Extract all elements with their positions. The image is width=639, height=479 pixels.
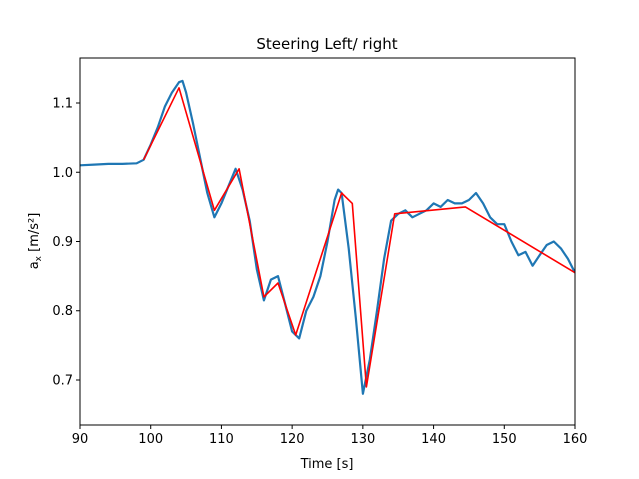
y-axis: 0.7 0.8 0.9 1.0 1.1 bbox=[52, 97, 80, 388]
y-tick-label: 1.0 bbox=[52, 166, 73, 181]
y-axis-label-main: a bbox=[27, 261, 42, 269]
plot-area bbox=[80, 79, 575, 395]
x-axis-label: Time [s] bbox=[300, 457, 354, 472]
y-axis-label-sub: x bbox=[34, 255, 44, 261]
chart-title: Steering Left/ right bbox=[256, 35, 397, 53]
x-tick-label: 150 bbox=[492, 432, 517, 447]
x-tick-label: 100 bbox=[138, 432, 163, 447]
x-tick-label: 110 bbox=[209, 432, 234, 447]
y-axis-label-unit: [m/s²] bbox=[27, 213, 42, 256]
x-tick-label: 120 bbox=[280, 432, 305, 447]
y-tick-label: 0.8 bbox=[52, 304, 73, 319]
x-axis: 90 100 110 120 130 140 150 160 bbox=[72, 425, 588, 447]
x-tick-label: 140 bbox=[421, 432, 446, 447]
y-tick-label: 0.7 bbox=[52, 373, 73, 388]
x-tick-label: 130 bbox=[350, 432, 375, 447]
series-line-1 bbox=[142, 87, 575, 388]
y-tick-label: 1.1 bbox=[52, 97, 73, 112]
y-axis-label: ax [m/s²] bbox=[27, 213, 44, 270]
x-tick-label: 160 bbox=[563, 432, 588, 447]
y-tick-label: 0.9 bbox=[52, 235, 73, 250]
series-line-0 bbox=[80, 79, 575, 395]
x-tick-label: 90 bbox=[72, 432, 89, 447]
